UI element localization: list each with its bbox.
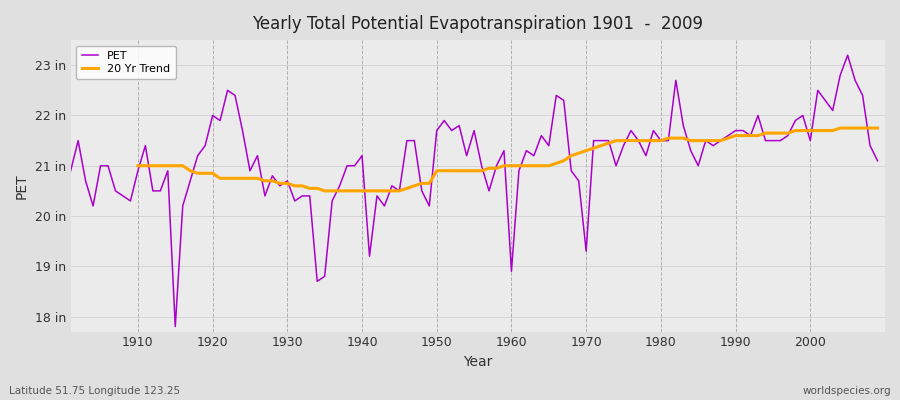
20 Yr Trend (820, 128, 831, 133)
PET (506, 269, 517, 274)
20 Yr Trend (872, 126, 883, 130)
20 Yr Trend (835, 126, 846, 130)
20 Yr Trend (521, 163, 532, 168)
20 Yr Trend (132, 163, 143, 168)
Line: 20 Yr Trend: 20 Yr Trend (138, 128, 878, 191)
PET (66, 168, 77, 173)
Title: Yearly Total Potential Evapotranspiration 1901  -  2009: Yearly Total Potential Evapotranspiratio… (252, 15, 703, 33)
PET (342, 163, 353, 168)
Text: Latitude 51.75 Longitude 123.25: Latitude 51.75 Longitude 123.25 (9, 386, 180, 396)
Y-axis label: PET: PET (15, 173, 29, 199)
PET (514, 168, 525, 173)
Text: worldspecies.org: worldspecies.org (803, 386, 891, 396)
PET (842, 53, 853, 58)
20 Yr Trend (580, 148, 591, 153)
20 Yr Trend (850, 126, 860, 130)
20 Yr Trend (320, 188, 330, 193)
X-axis label: Year: Year (464, 355, 492, 369)
PET (603, 138, 614, 143)
PET (872, 158, 883, 163)
PET (170, 324, 181, 329)
PET (125, 198, 136, 203)
PET (297, 194, 308, 198)
Line: PET: PET (71, 55, 878, 326)
20 Yr Trend (304, 186, 315, 191)
20 Yr Trend (274, 181, 285, 186)
Legend: PET, 20 Yr Trend: PET, 20 Yr Trend (76, 46, 176, 79)
